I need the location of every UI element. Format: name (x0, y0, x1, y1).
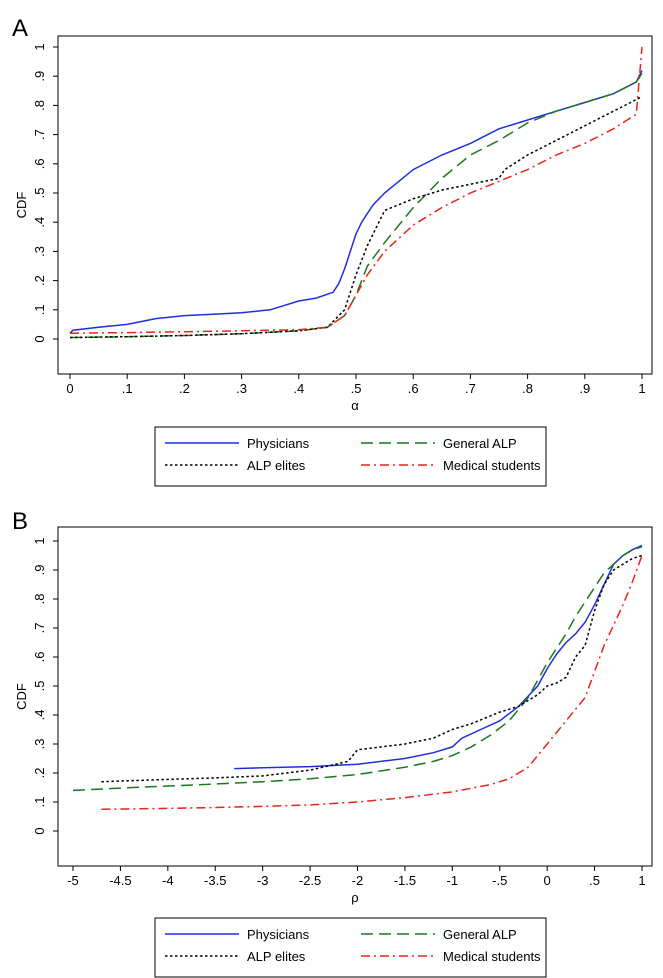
panel-b-y-tick-label: .6 (32, 652, 47, 663)
panel-b-x-tick-label: 0 (544, 873, 551, 888)
panel-b-y-tick-label: .5 (32, 681, 47, 692)
panel-b-legend: Physicians General ALP ALP elites Medical s… (154, 917, 547, 978)
panel-a-x-tick-label: .7 (465, 381, 476, 396)
panel-a-y-tick-label: .8 (32, 100, 47, 111)
panel-b-series-medical-students (101, 555, 643, 811)
panel-a-legend: Physicians General ALP ALP elites Medical s… (154, 426, 547, 487)
panel-b-chart: B0.1.2.3.4.5.6.7.8.91-5 -4.5 -4 -3.5 -3 -2.5-… (12, 508, 653, 978)
panel-a-plot-area (57, 35, 653, 375)
panel-a-x-tick-label: 1 (638, 381, 645, 396)
panel-b-y-tick-label: .1 (32, 797, 47, 808)
panel-a-x-tick-label: .5 (351, 381, 362, 396)
panel-a-series-medical-students (69, 46, 643, 334)
panel-b-y-tick-label: .8 (32, 594, 47, 605)
panel-a-x-tick-label: .8 (522, 381, 533, 396)
panel-b-x-tick-label: -1 (447, 873, 459, 888)
panel-a-chart: A 0 .1 .2 .3 .4 .5 .6 .7 .8 .9 1 0 .1 .2 .3 .4 .5 .6 .7 .8 .9… (12, 15, 653, 487)
panel-b-x-tick-label: -1.5 (394, 873, 416, 888)
panel-b-x-axis-title: ρ (351, 890, 358, 905)
panel-b-x-tick-label: -4.5 (109, 873, 131, 888)
panel-b-legend-label: Medical students (443, 949, 541, 964)
panel-b-plot-area (57, 526, 653, 867)
panel-a-y-tick-label: .4 (32, 217, 47, 228)
panel-b-y-tick-label: .7 (32, 623, 47, 634)
panel-b-x-tick-label: 1 (638, 873, 645, 888)
panel-a-y-tick-label: 1 (32, 43, 47, 50)
panel-a-x-tick-label: .4 (293, 381, 304, 396)
panel-a-y-axis-title: CDF (14, 192, 29, 219)
panel-b-y-tick-label: .4 (32, 710, 47, 721)
panel-b-x-tick-label: -3 (257, 873, 269, 888)
panel-a-y-tick-label: .3 (32, 246, 47, 257)
panel-b-series-physicians (234, 544, 643, 770)
panel-a-legend-label: General ALP (443, 436, 517, 451)
panel-b-x-tick-label: -2 (352, 873, 364, 888)
panel-b-legend-label: ALP elites (247, 949, 306, 964)
panel-a-y-tick-label: .5 (32, 188, 47, 199)
panel-b-y-axis-title: CDF (14, 683, 29, 710)
panel-a-x-tick-label: .6 (408, 381, 419, 396)
panel-a-y-tick-label: .2 (32, 275, 47, 286)
panel-b-x-tick-label: -4 (162, 873, 174, 888)
panel-a-x-tick-label: .2 (179, 381, 190, 396)
panel-a-x-axis-title: α (351, 398, 359, 413)
panel-b-x-tick-label: -2.5 (299, 873, 321, 888)
panel-b-x-tick-label: -3.5 (204, 873, 226, 888)
panel-a-legend-label: ALP elites (247, 458, 306, 473)
panel-b-y-tick-label: 1 (32, 537, 47, 544)
panel-a-x-tick-label: .3 (236, 381, 247, 396)
panel-b-y-tick-label: .3 (32, 739, 47, 750)
panel-a-y-tick-label: .6 (32, 158, 47, 169)
panel-b-y-tick-label: .2 (32, 768, 47, 779)
panel-a-y-tick-label: .9 (32, 71, 47, 82)
panel-b-series-general-alp (72, 546, 643, 792)
panel-a-y-tick-label: .1 (32, 304, 47, 315)
panel-a-x-tick-label: .1 (122, 381, 133, 396)
panel-a-legend-box (154, 426, 547, 487)
panel-a-legend-label: Physicians (247, 436, 310, 451)
panel-a-y-tick-label: .7 (32, 129, 47, 140)
panel-a-x-tick-label: .9 (579, 381, 590, 396)
panel-a-series-physicians (69, 70, 643, 334)
panel-b-legend-box (154, 917, 547, 978)
panel-b-legend-label: General ALP (443, 927, 517, 942)
panel-b-series-alp-elites (101, 554, 643, 783)
panel-b-x-tick-label: .5 (589, 873, 600, 888)
panel-b-y-tick-label: .9 (32, 565, 47, 576)
panel-a-y-tick-label: 0 (32, 335, 47, 342)
panel-b-letter: B (12, 508, 28, 535)
panel-b-x-tick-label: -.5 (492, 873, 507, 888)
panel-b-y-tick-label: 0 (32, 827, 47, 834)
panel-a-series-alp-elites (69, 95, 643, 339)
panel-a-letter: A (12, 15, 28, 42)
panel-a-legend-label: Medical students (443, 458, 541, 473)
panel-b-legend-label: Physicians (247, 927, 310, 942)
panel-b-x-tick-label: -5 (67, 873, 79, 888)
panel-a-x-tick-label: 0 (66, 381, 73, 396)
